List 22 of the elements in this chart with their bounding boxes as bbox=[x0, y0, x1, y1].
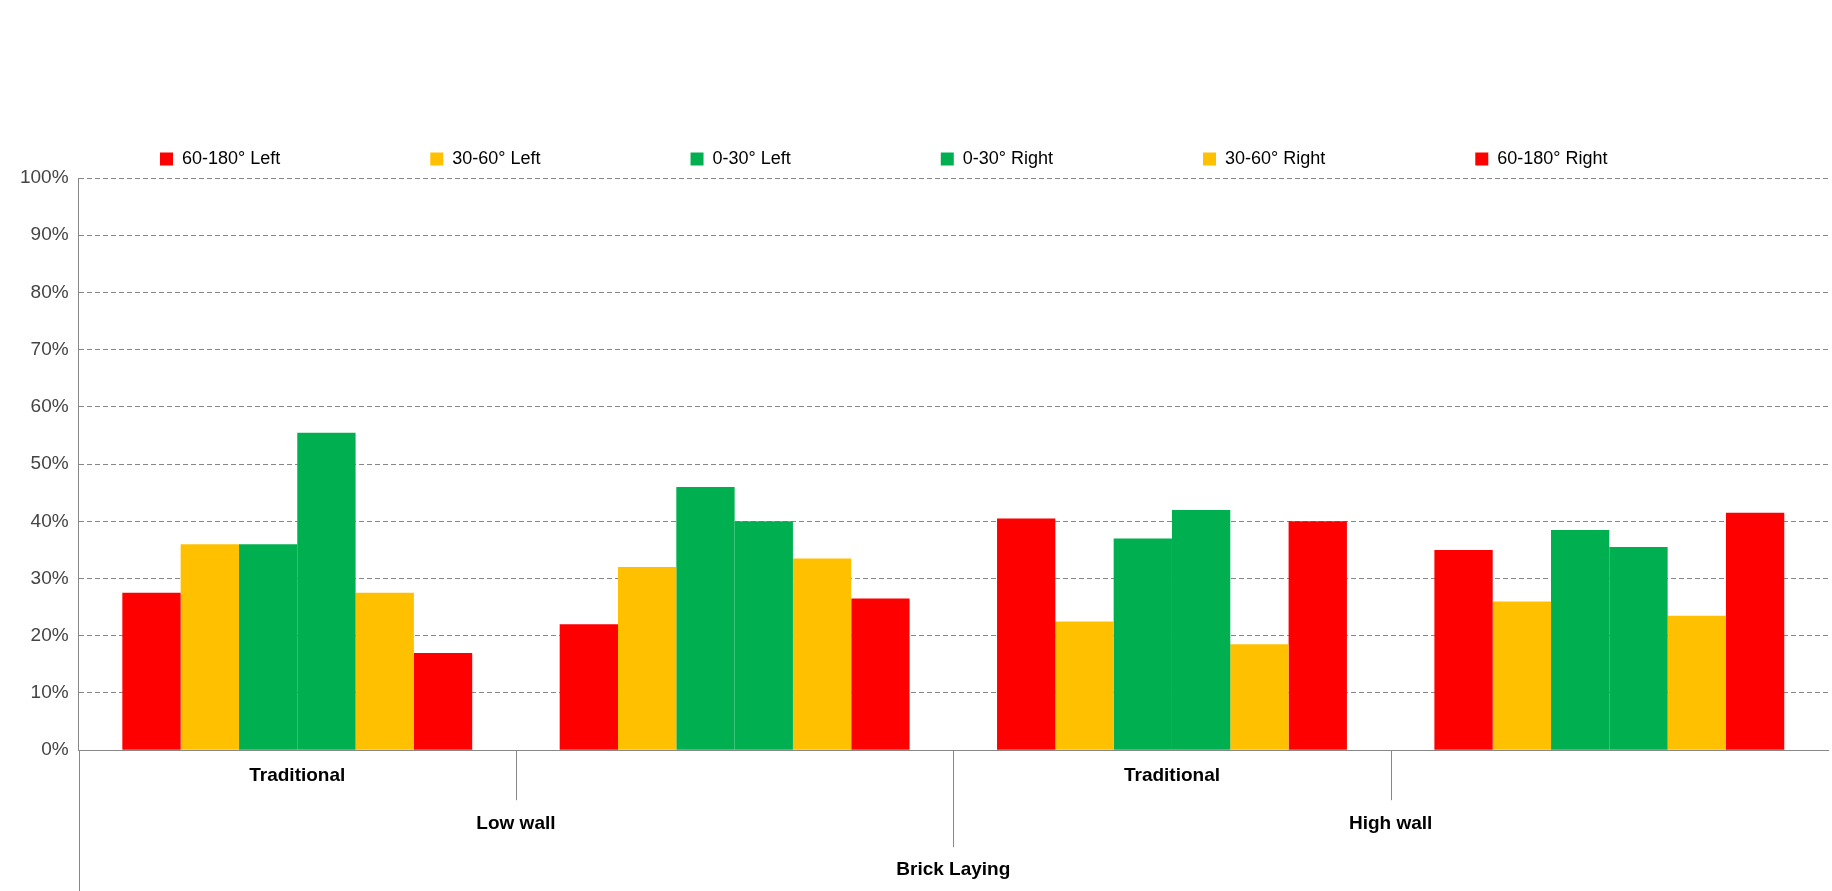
y-tick-label: 90% bbox=[30, 223, 69, 245]
y-tick-label: 20% bbox=[30, 623, 69, 645]
y-tick-label: 0% bbox=[41, 738, 69, 760]
legend-label: 30-60° Right bbox=[1225, 147, 1326, 168]
text: Low wall bbox=[476, 812, 556, 834]
legend-label: 60-180° Left bbox=[182, 147, 281, 168]
legend-label: 0-30° Left bbox=[712, 147, 791, 168]
text: High wall bbox=[1348, 812, 1433, 834]
y-tick-label: 10% bbox=[30, 681, 69, 703]
x-tick-label: Traditional bbox=[1123, 763, 1221, 785]
y-tick-label: 50% bbox=[30, 452, 69, 474]
y-tick-label: 100% bbox=[19, 166, 69, 188]
legend-label: 30-60° Left bbox=[452, 147, 541, 168]
legend-label: 0-30° Right bbox=[962, 147, 1054, 168]
y-tick-label: 80% bbox=[30, 280, 69, 302]
y-tick-label: 30% bbox=[30, 566, 69, 588]
y-tick-label: 70% bbox=[30, 337, 69, 359]
legend-label: 60-180° Right bbox=[1497, 147, 1608, 168]
x-tick-label: Traditional bbox=[249, 763, 346, 785]
y-tick-label: 40% bbox=[30, 509, 69, 531]
y-tick-label: 60% bbox=[30, 395, 69, 417]
x-axis-title: Brick Laying bbox=[896, 858, 1011, 880]
